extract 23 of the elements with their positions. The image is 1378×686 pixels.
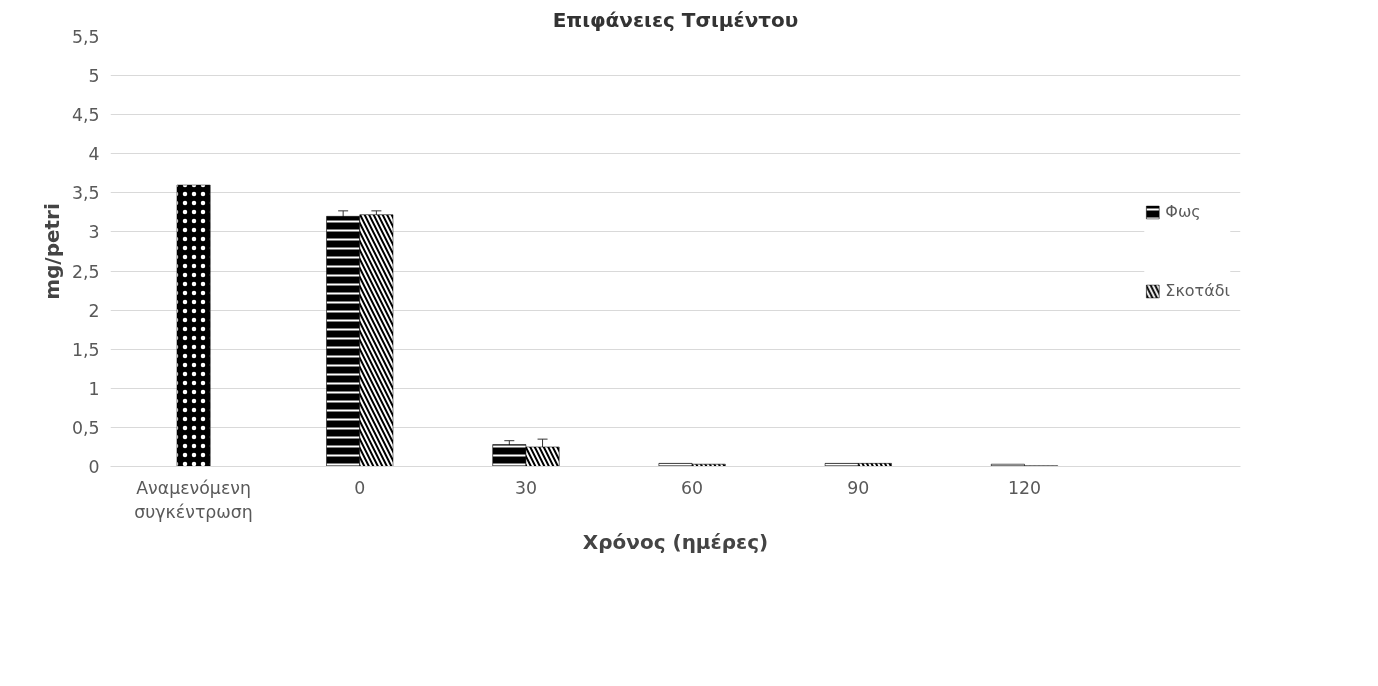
y-tick-label: 1,5 [71,339,100,360]
legend-label: Φως [1165,202,1201,221]
y-tick-label: 3 [88,222,100,243]
y-tick-label: 5 [88,66,100,87]
x-tick-label: 120 [1007,477,1042,498]
y-tick-label: 3,5 [71,183,100,204]
x-axis-title: Χρόνος (ημέρες) [582,529,769,554]
x-tick-label: 30 [514,477,537,498]
y-tick-label: 5,5 [71,27,100,47]
y-tick-label: 1 [88,378,100,399]
y-tick-label: 0 [88,457,100,477]
y-tick-label: 4,5 [71,105,100,126]
y-tick-label: 4 [88,144,100,165]
x-tick-label: 90 [847,477,870,498]
y-tick-label: 2 [88,300,100,321]
x-tick-label: Αναμενόμενη συγκέντρωση [134,477,253,522]
y-axis-title: mg/petri [39,203,64,300]
chart-title: Επιφάνειες Τσιμέντου [552,7,799,32]
y-tick-label: 2,5 [71,261,100,282]
x-tick-label: 0 [354,477,366,498]
legend-label: Σκοτάδι [1165,281,1230,300]
y-tick-label: 0,5 [71,417,100,438]
x-tick-label: 60 [681,477,704,498]
